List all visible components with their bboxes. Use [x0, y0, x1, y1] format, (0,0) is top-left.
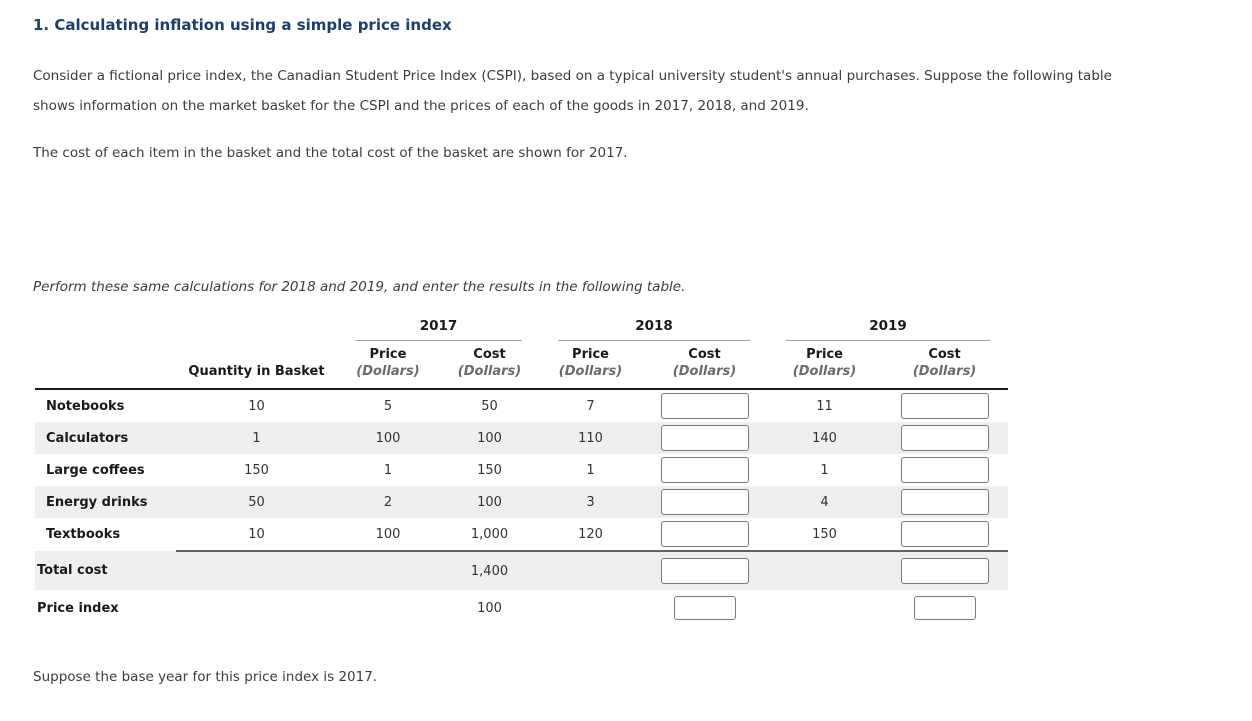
- units-header-row: Quantity in Basket (Dollars) (Dollars) (…: [35, 363, 1009, 390]
- large-coffees-cost-2018-input[interactable]: [660, 457, 749, 483]
- price-index-2018-input[interactable]: [673, 596, 736, 620]
- base-year-note: Suppose the base year for this price ind…: [33, 669, 378, 685]
- page-title: 1. Calculating inflation using a simple …: [33, 16, 452, 34]
- row-label: Calculators: [46, 430, 129, 446]
- table-row-energy-drinks: Energy drinks 50 2 100 3 4: [35, 486, 1009, 518]
- price-2017-value: 100: [375, 526, 401, 542]
- price-2017-value: 5: [383, 398, 393, 414]
- row-label: Total cost: [37, 563, 108, 578]
- total-cost-2017-value: 1,400: [439, 550, 541, 590]
- price-2018-value: 7: [586, 398, 595, 414]
- price-2019-value: 150: [812, 526, 837, 542]
- price-2017-value: 100: [375, 430, 401, 446]
- header-spacer: [35, 318, 337, 341]
- cost-2019-header: Cost: [928, 347, 961, 362]
- quantity-value: 50: [248, 494, 265, 510]
- unit-label: (Dollars): [881, 363, 1009, 390]
- row-label: Energy drinks: [46, 494, 148, 510]
- unit-label: (Dollars): [337, 363, 439, 390]
- price-2019-value: 11: [816, 398, 833, 414]
- cost-2017-value: 100: [477, 430, 502, 446]
- unit-label: (Dollars): [641, 363, 769, 390]
- quantity-header: Quantity in Basket: [176, 363, 337, 390]
- large-coffees-cost-2019-input[interactable]: [900, 457, 989, 483]
- notebooks-cost-2018-input[interactable]: [660, 393, 749, 419]
- price-index-2019-input[interactable]: [913, 596, 976, 620]
- textbooks-cost-2019-input[interactable]: [900, 521, 989, 547]
- cost-2017-value: 150: [477, 462, 502, 478]
- year-header-2019: 2019: [768, 318, 1008, 341]
- price-2018-header: Price: [572, 347, 609, 362]
- unit-label: (Dollars): [540, 363, 642, 390]
- table-row-notebooks: Notebooks 10 5 50 7 11: [35, 389, 1008, 422]
- price-2019-value: 4: [820, 494, 829, 510]
- row-label: Large coffees: [46, 462, 145, 478]
- intro-paragraph: Consider a fictional price index, the Ca…: [33, 68, 1112, 114]
- total-cost-2018-input[interactable]: [660, 558, 749, 584]
- energy-drinks-cost-2019-input[interactable]: [900, 489, 989, 515]
- price-2019-value: 1: [820, 462, 829, 478]
- row-label: Textbooks: [46, 527, 121, 542]
- price-2018-value: 1: [586, 462, 595, 478]
- price-2017-header: Price: [369, 347, 407, 362]
- cost-2017-value: 1,000: [470, 526, 509, 542]
- table-row-textbooks: Textbooks 10 100 1,000 120 150: [35, 518, 1008, 551]
- cost-2018-header: Cost: [688, 347, 721, 362]
- price-2017-value: 2: [383, 494, 393, 510]
- table-row-large-coffees: Large coffees 150 1 150 1 1: [35, 454, 1008, 486]
- textbooks-cost-2018-input[interactable]: [660, 521, 749, 547]
- quantity-value: 150: [244, 462, 269, 478]
- unit-label: (Dollars): [439, 363, 541, 390]
- energy-drinks-cost-2018-input[interactable]: [660, 489, 749, 515]
- total-cost-row: Total cost 1,400: [35, 550, 1009, 590]
- quantity-value: 10: [248, 526, 265, 542]
- year-header-row: 2017 2018 2019: [35, 318, 1008, 341]
- cspi-price-table: 2017 2018 2019 Price Cost Price Cost Pri…: [35, 318, 1009, 626]
- unit-label: (Dollars): [768, 363, 882, 390]
- price-2018-value: 110: [578, 430, 603, 446]
- year-header-2018: 2018: [540, 318, 768, 341]
- price-2019-header: Price: [806, 347, 843, 362]
- table-row-calculators: Calculators 1 100 100 110 140: [35, 422, 1009, 454]
- quantity-value: 1: [252, 430, 261, 446]
- total-cost-2019-input[interactable]: [900, 558, 989, 584]
- price-cost-header-row: Price Cost Price Cost Price Cost: [35, 341, 1008, 363]
- quantity-value: 10: [248, 398, 265, 414]
- price-index-row: Price index 100: [35, 590, 1008, 626]
- price-2018-value: 120: [578, 526, 603, 542]
- price-index-2017-value: 100: [477, 600, 502, 616]
- price-2017-value: 1: [383, 462, 393, 478]
- price-2018-value: 3: [586, 494, 595, 510]
- cost-2017-header: Cost: [473, 347, 506, 362]
- price-2019-value: 140: [812, 430, 837, 446]
- cost-2017-value: 50: [481, 398, 498, 414]
- calculators-cost-2018-input[interactable]: [660, 425, 749, 451]
- row-label: Price index: [37, 600, 119, 616]
- notebooks-cost-2019-input[interactable]: [900, 393, 989, 419]
- cost-note-paragraph: The cost of each item in the basket and …: [33, 145, 628, 161]
- year-header-2017: 2017: [337, 318, 540, 341]
- calculators-cost-2019-input[interactable]: [900, 425, 989, 451]
- row-label: Notebooks: [46, 398, 125, 414]
- instruction-text: Perform these same calculations for 2018…: [33, 279, 686, 295]
- cost-2017-value: 100: [477, 494, 502, 510]
